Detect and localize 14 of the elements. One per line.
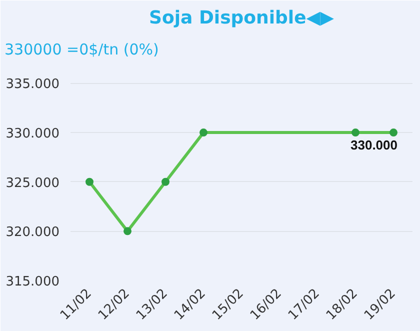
point — [390, 128, 398, 137]
point — [86, 178, 94, 186]
point — [352, 128, 360, 137]
point — [124, 227, 132, 236]
y-tick-label: 335.000 — [6, 77, 60, 92]
chart-subtitle: 330000 =0$/tn (0%) — [4, 40, 159, 58]
point — [200, 128, 208, 137]
y-tick-label: 330.000 — [6, 126, 60, 142]
y-tick-label: 320.000 — [6, 225, 60, 240]
data-label: 330.000 — [350, 138, 398, 153]
point — [162, 178, 170, 186]
y-tick-label: 315.000 — [6, 274, 60, 290]
chart-title: Soja Disponible◀▶ — [149, 8, 334, 28]
y-tick-label: 325.000 — [6, 176, 60, 191]
